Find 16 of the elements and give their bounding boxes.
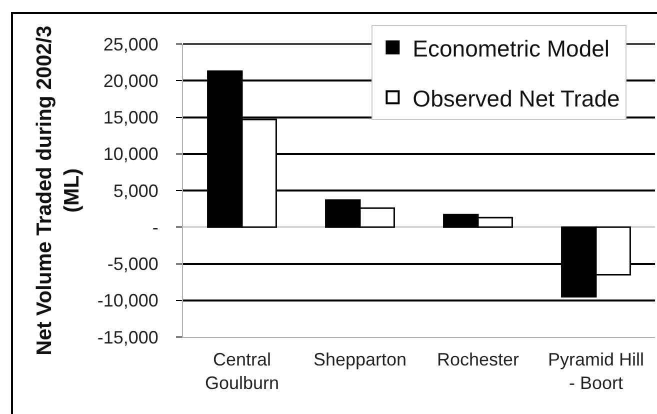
y-tick-label: - bbox=[152, 217, 158, 238]
y-tick-label: -5,000 bbox=[107, 254, 158, 274]
legend-label: Observed Net Trade bbox=[412, 85, 620, 112]
x-tick-label: Rochester bbox=[436, 350, 520, 370]
y-tick-label: -15,000 bbox=[97, 327, 158, 348]
y-tick-label: 10,000 bbox=[103, 144, 158, 164]
x-tick-label: Pyramid Hill - Boort bbox=[548, 350, 644, 393]
x-tick-label: Central Goulburn bbox=[204, 350, 280, 393]
legend-label: Econometric Model bbox=[412, 35, 610, 62]
y-tick-label: 25,000 bbox=[103, 34, 158, 54]
y-tick-label: 5,000 bbox=[113, 180, 158, 201]
x-tick-label: Shepparton bbox=[313, 350, 407, 370]
y-tick-label: 15,000 bbox=[103, 108, 158, 128]
y-tick-label: -10,000 bbox=[97, 290, 158, 311]
y-axis-title: Net Volume Traded during 2002/3 (ML) bbox=[33, 26, 84, 356]
y-tick-label: 20,000 bbox=[103, 70, 158, 91]
